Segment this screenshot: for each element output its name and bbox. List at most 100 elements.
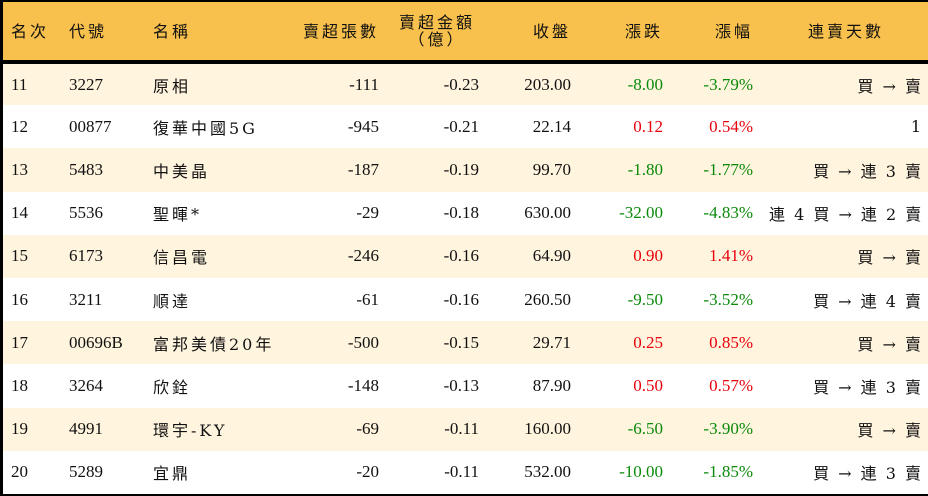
cell-name: 順達 — [153, 291, 192, 311]
cell-net-sell-amount: -0.16 — [443, 289, 479, 309]
header-change-pct: 漲幅 — [671, 2, 761, 64]
cell-code: 5289 — [69, 462, 103, 482]
cell-consecutive-days: 1 — [910, 117, 923, 137]
cell-net-sell-lots: -148 — [347, 375, 379, 395]
cell-change-pct: -1.77% — [703, 159, 753, 179]
cell-close: 99.70 — [532, 159, 571, 179]
cell-change-pct: -3.79% — [703, 74, 753, 94]
cell-net-sell-lots: -500 — [347, 332, 379, 352]
cell-close: 260.50 — [524, 289, 571, 309]
cell-consecutive-days: 買 → 賣 — [857, 76, 923, 96]
cell-net-sell-lots: -945 — [347, 116, 379, 136]
cell-change-pct: 1.41% — [709, 246, 753, 266]
cell-change: 0.12 — [633, 116, 663, 136]
cell-consecutive-days: 買 → 連 3 賣 — [813, 161, 923, 181]
cell-net-sell-amount: -0.15 — [443, 332, 479, 352]
cell-consecutive-days: 買 → 連 3 賣 — [813, 377, 923, 397]
table-row: 18 3264 欣銓 -148 -0.13 87.90 0.50 0.57% 買… — [3, 364, 928, 408]
cell-code: 6173 — [69, 246, 103, 266]
cell-code: 5536 — [69, 203, 103, 223]
table-row: 12 00877 復華中國5G -945 -0.21 22.14 0.12 0.… — [3, 105, 928, 149]
cell-rank: 20 — [11, 462, 28, 482]
cell-net-sell-lots: -246 — [347, 246, 379, 266]
table-row: 13 5483 中美晶 -187 -0.19 99.70 -1.80 -1.77… — [3, 148, 928, 192]
header-change: 漲跌 — [579, 2, 671, 64]
cell-change-pct: -3.90% — [703, 419, 753, 439]
cell-name: 富邦美債20年 — [153, 334, 275, 354]
cell-code: 4991 — [69, 419, 103, 439]
cell-net-sell-lots: -111 — [349, 74, 379, 94]
table-row: 15 6173 信昌電 -246 -0.16 64.90 0.90 1.41% … — [3, 234, 928, 278]
table-row: 16 3211 順達 -61 -0.16 260.50 -9.50 -3.52%… — [3, 277, 928, 322]
cell-name: 宜鼎 — [153, 464, 192, 484]
cell-change-pct: 0.85% — [709, 332, 753, 352]
cell-close: 22.14 — [532, 116, 571, 136]
cell-change-pct: 0.54% — [709, 116, 753, 136]
cell-name: 環宇-KY — [153, 421, 228, 441]
table-row: 11 3227 原相 -111 -0.23 203.00 -8.00 -3.79… — [3, 62, 928, 106]
table-header-row: 名次 代號 名稱 賣超張數 賣超金額 （億） 收盤 漲跌 漲幅 連賣天數 — [3, 2, 928, 64]
header-code: 代號 — [61, 2, 145, 64]
cell-change: -1.80 — [627, 159, 663, 179]
cell-change: 0.25 — [633, 332, 663, 352]
cell-change-pct: -3.52% — [703, 289, 753, 309]
cell-name: 信昌電 — [153, 248, 211, 268]
table-row: 14 5536 聖暉* -29 -0.18 630.00 -32.00 -4.8… — [3, 191, 928, 235]
cell-net-sell-lots: -187 — [347, 159, 379, 179]
cell-net-sell-lots: -69 — [356, 419, 379, 439]
header-net-sell-lots: 賣超張數 — [283, 2, 387, 64]
cell-name: 聖暉* — [153, 205, 203, 225]
cell-code: 00877 — [69, 116, 112, 136]
cell-net-sell-amount: -0.18 — [443, 203, 479, 223]
header-net-sell-amount-line2: （億） — [408, 30, 466, 49]
cell-rank: 19 — [11, 419, 28, 439]
cell-consecutive-days: 連 4 買 → 連 2 賣 — [769, 205, 924, 225]
cell-consecutive-days: 買 → 連 4 賣 — [813, 291, 923, 311]
cell-close: 64.90 — [532, 246, 571, 266]
cell-close: 87.90 — [532, 375, 571, 395]
cell-close: 630.00 — [524, 203, 571, 223]
cell-code: 00696B — [69, 332, 123, 352]
cell-net-sell-amount: -0.11 — [444, 419, 479, 439]
table-row: 20 5289 宜鼎 -20 -0.11 532.00 -10.00 -1.85… — [3, 450, 928, 494]
cell-change-pct: -1.85% — [703, 462, 753, 482]
cell-change: 0.50 — [633, 375, 663, 395]
cell-code: 3211 — [69, 289, 103, 309]
cell-name: 原相 — [153, 76, 192, 96]
cell-net-sell-amount: -0.23 — [443, 74, 479, 94]
cell-change-pct: -4.83% — [703, 203, 753, 223]
cell-name: 復華中國5G — [153, 118, 258, 138]
cell-net-sell-amount: -0.21 — [443, 116, 479, 136]
cell-close: 29.71 — [532, 332, 571, 352]
cell-rank: 14 — [11, 203, 28, 223]
cell-rank: 15 — [11, 246, 28, 266]
cell-net-sell-amount: -0.13 — [443, 375, 479, 395]
cell-close: 160.00 — [524, 419, 571, 439]
cell-rank: 12 — [11, 116, 28, 136]
cell-change: -6.50 — [627, 419, 663, 439]
cell-consecutive-days: 買 → 賣 — [857, 248, 923, 268]
cell-close: 203.00 — [524, 74, 571, 94]
cell-change: 0.90 — [633, 246, 663, 266]
cell-rank: 18 — [11, 375, 28, 395]
cell-net-sell-lots: -29 — [356, 203, 379, 223]
cell-net-sell-amount: -0.16 — [443, 246, 479, 266]
cell-code: 5483 — [69, 159, 103, 179]
cell-change: -10.00 — [619, 462, 663, 482]
net-sell-ranking-table: 名次 代號 名稱 賣超張數 賣超金額 （億） 收盤 漲跌 漲幅 連賣天數 11 … — [3, 2, 928, 494]
header-rank: 名次 — [3, 2, 61, 64]
cell-name: 中美晶 — [153, 161, 211, 181]
header-net-sell-amount-line1: 賣超金額 — [398, 13, 475, 32]
cell-consecutive-days: 買 → 賣 — [857, 334, 923, 354]
header-close: 收盤 — [487, 2, 579, 64]
cell-code: 3227 — [69, 74, 103, 94]
cell-change-pct: 0.57% — [709, 375, 753, 395]
cell-consecutive-days: 買 → 連 3 賣 — [813, 464, 923, 484]
cell-change: -32.00 — [619, 203, 663, 223]
cell-rank: 17 — [11, 332, 28, 352]
cell-net-sell-amount: -0.19 — [443, 159, 479, 179]
cell-change: -9.50 — [627, 289, 663, 309]
header-name: 名稱 — [145, 2, 283, 64]
header-consecutive-days: 連賣天數 — [761, 2, 928, 64]
